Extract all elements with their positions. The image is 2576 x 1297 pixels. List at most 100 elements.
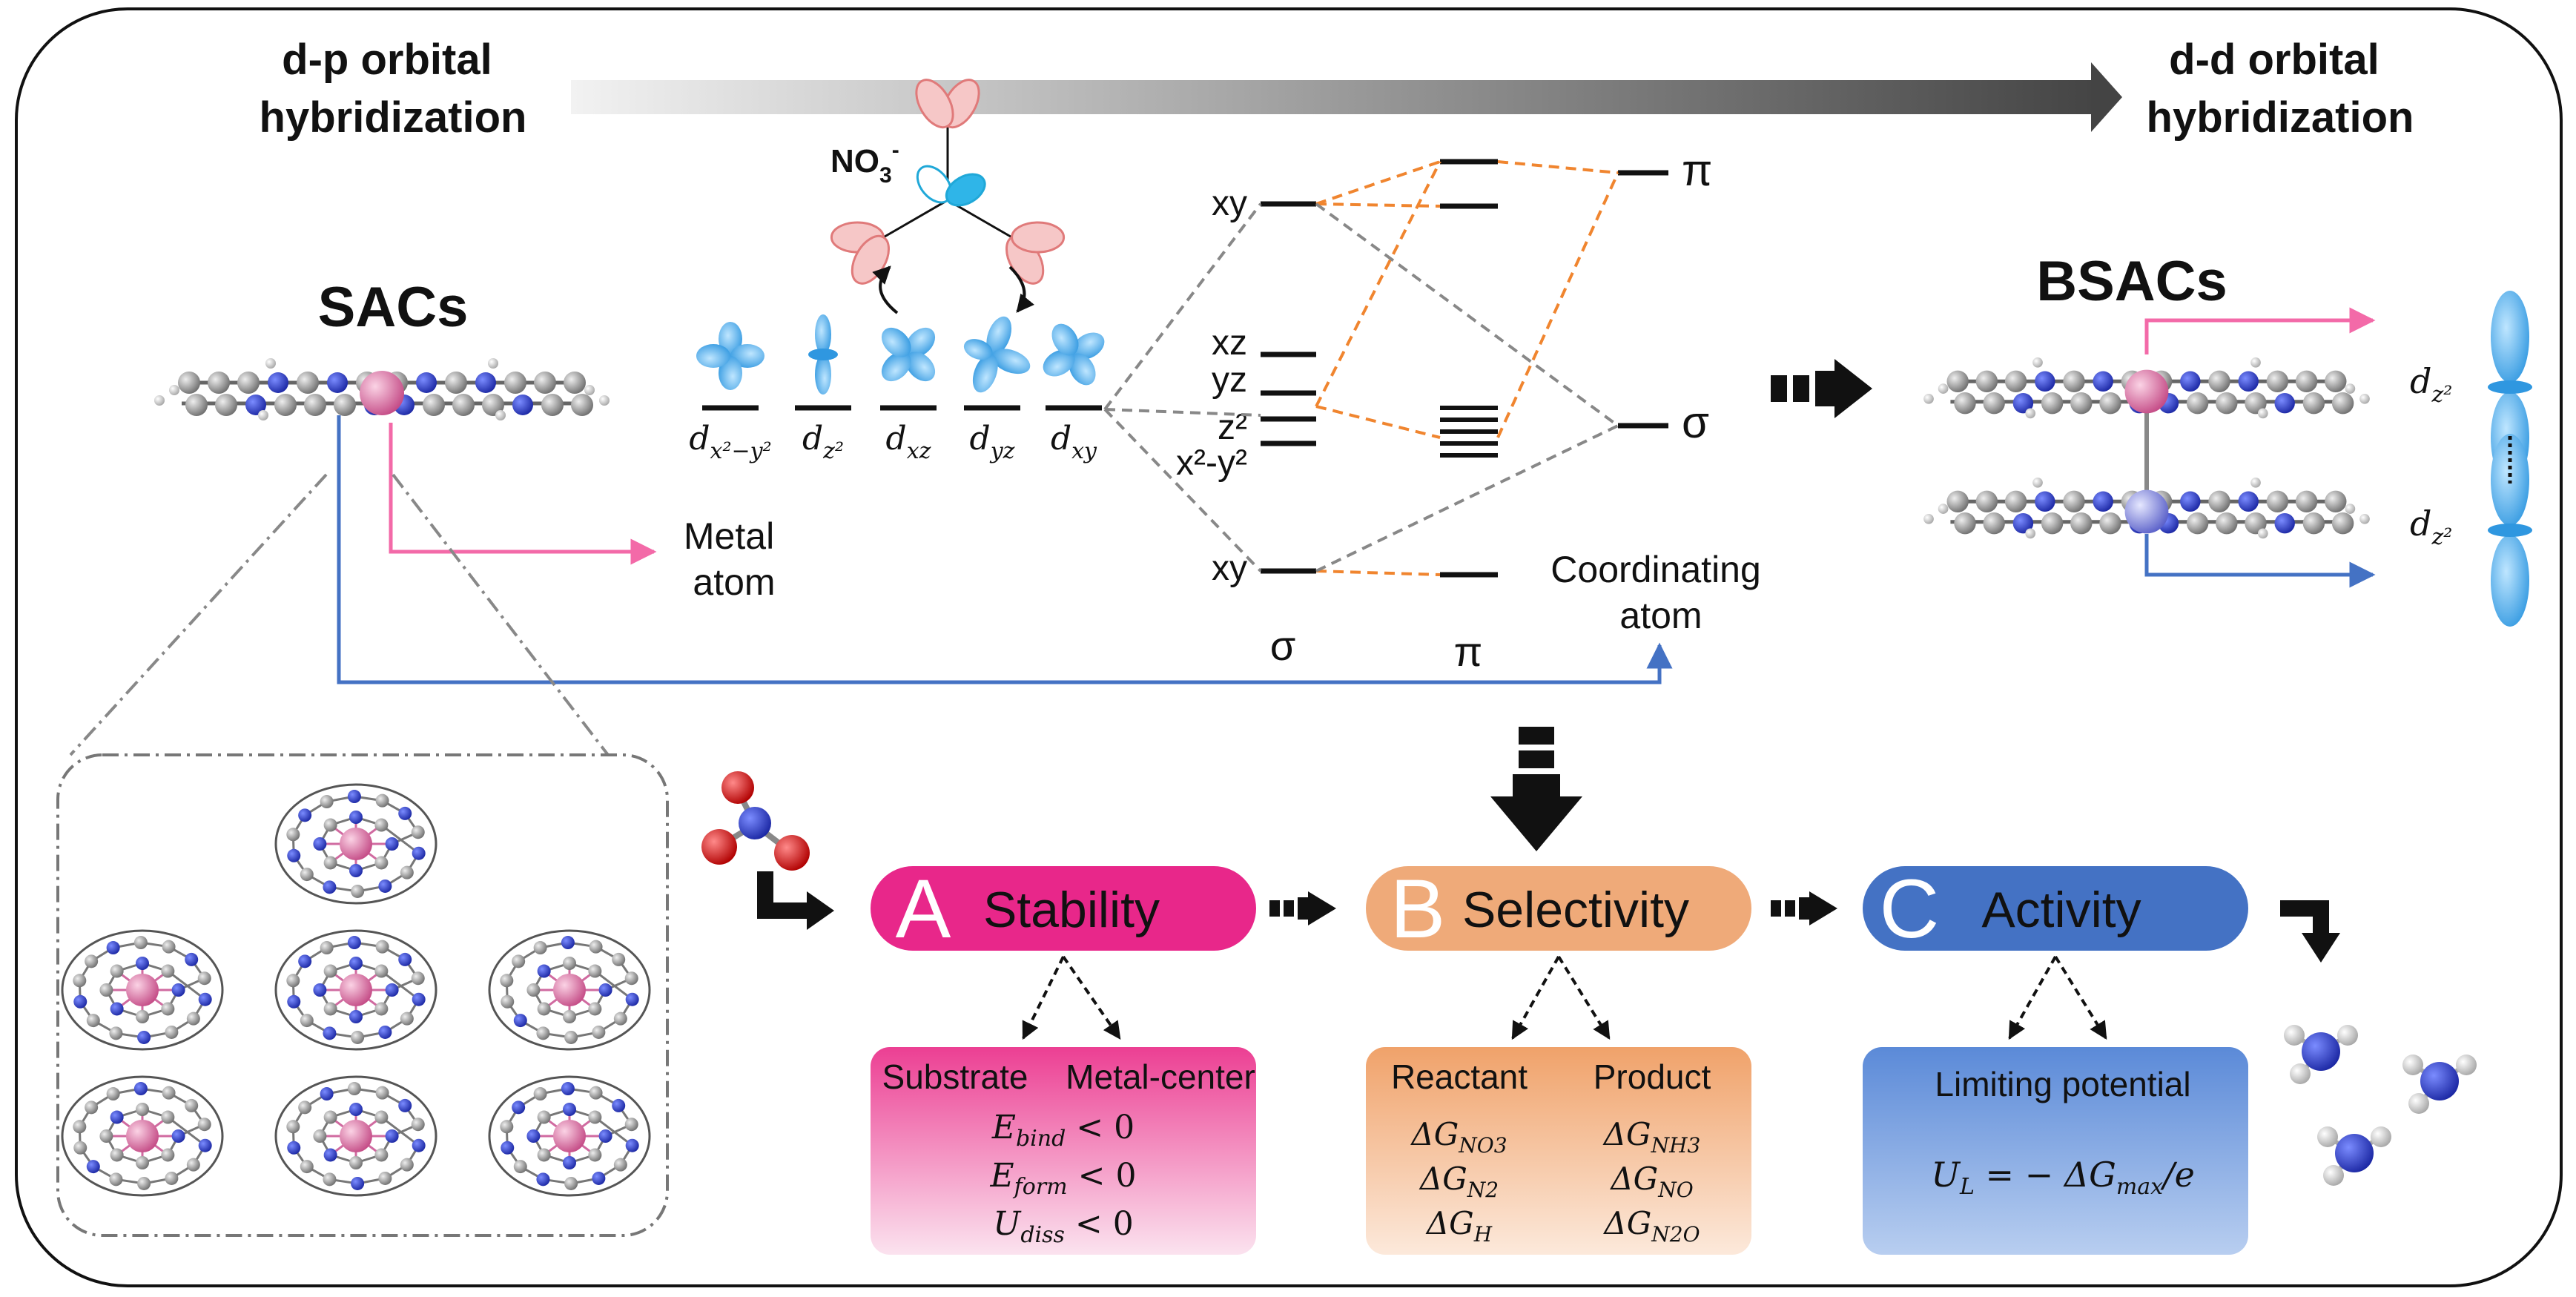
carbon-atom (2070, 512, 2093, 535)
connector-xy-pi (1315, 202, 1441, 208)
carbon-atom (564, 1030, 578, 1044)
nitrogen-atom (110, 1110, 124, 1124)
carbon-atom (588, 964, 602, 978)
nitrogen-atom (298, 808, 312, 822)
dz2-top-label: dz² (2410, 361, 2452, 408)
stage-stability: A Stability (871, 862, 1256, 955)
connector-piset-right (1496, 172, 1619, 438)
carbon-atom (109, 1172, 123, 1187)
selectivity-criteria-box: Reactant Product ΔGNO3 ΔGN2 ΔGH ΔGNH3 ΔG… (1366, 1047, 1751, 1255)
nitrogen-atom (287, 848, 301, 862)
selectivity-col-reactant: Reactant (1391, 1057, 1528, 1096)
nitrogen-atom (327, 372, 348, 393)
nitrogen-atom (739, 807, 771, 839)
d-orbital-label: dx²−y² (689, 420, 771, 464)
carbon-atom (445, 372, 467, 394)
carbon-atom (2331, 392, 2354, 415)
hydrogen-atom (2257, 408, 2268, 419)
zoom-line-right (392, 473, 610, 756)
eq-e-bind: Ebind < 0 (991, 1109, 1135, 1152)
carbon-atom (613, 1158, 627, 1172)
oxygen-atom (701, 829, 737, 865)
substrate-gallery (61, 783, 651, 1197)
dz2-orbital-pair (2488, 291, 2532, 627)
nitrogen-atom (398, 952, 412, 966)
carbon-atom (612, 952, 626, 966)
oxygen-p-lobe-group (1011, 221, 1066, 254)
term-dg-no3: ΔGNO3 (1410, 1116, 1507, 1158)
connector-xy-pi2 (1315, 160, 1441, 205)
connector-pi-right (1497, 160, 1619, 174)
carbon-atom (2331, 512, 2354, 535)
connector-xy-sigma (1315, 202, 1619, 427)
carbon-atom (541, 394, 564, 416)
nitrogen-atom (2012, 392, 2034, 414)
orbital-lobe (905, 352, 936, 382)
d-orbital-row: dx²−y² dz² dxz dyz dxy (689, 314, 1105, 464)
nitrogen-atom (349, 864, 363, 877)
d-orbital-label-base: d (1051, 420, 1071, 458)
level-label-xz: xz (1212, 323, 1247, 363)
carbon-atom (2041, 512, 2064, 535)
orbital-lobe-group (1069, 353, 1096, 386)
orbital-lobe-group (972, 354, 998, 393)
hydrogen-atom (265, 358, 276, 369)
input-arrow (757, 871, 808, 919)
nitrogen-atom (2093, 491, 2113, 512)
hydrogen-atom (2290, 1063, 2311, 1084)
input-arrow-head (807, 891, 834, 930)
orbital-lobe (1072, 332, 1105, 360)
orbital-lobe (815, 314, 831, 354)
carbon-atom (161, 964, 175, 978)
carbon-atom (286, 974, 300, 988)
carbon-atom (334, 394, 356, 416)
carbon-atom (375, 793, 389, 808)
carbon-atom (2186, 392, 2209, 415)
orbital-lobe (991, 349, 1031, 374)
carbon-atom (564, 372, 586, 394)
carbon-atom (237, 372, 260, 394)
carbon-atom (588, 1002, 602, 1016)
carbon-atom (537, 1148, 551, 1162)
nitrogen-atom (512, 1100, 526, 1115)
carbon-atom (323, 1002, 337, 1016)
carbon-atom (73, 1120, 87, 1134)
connector-xybot-sigma (1315, 424, 1619, 572)
carbon-atom (374, 1110, 389, 1124)
carbon-atom (2041, 392, 2064, 415)
oxygen-p-lobe-group (915, 79, 954, 129)
carbon-atom (297, 372, 319, 394)
carbon-atom (411, 971, 425, 986)
carbon-atom (197, 971, 211, 986)
carbon-atom (374, 856, 389, 870)
carbon-atom (300, 1014, 314, 1028)
carbon-atom (536, 1026, 550, 1040)
carbon-atom (564, 1176, 578, 1190)
metal-atom (126, 974, 159, 1006)
nitrogen-atom (537, 964, 551, 978)
nitrogen-atom (385, 983, 399, 997)
carbon-atom (501, 994, 515, 1009)
hybridization-gradient-arrow (571, 62, 2122, 132)
nitrogen-atom (612, 1098, 626, 1112)
nitrogen-atom (349, 811, 363, 824)
nitrogen-atom (323, 1026, 337, 1040)
hydrogen-atom (1923, 513, 1934, 524)
carbon-atom (215, 394, 237, 416)
nitrogen-atom (106, 941, 120, 955)
nitrogen-atom (2335, 1134, 2374, 1172)
orbital-lobe-group (815, 354, 831, 395)
carbon-atom (162, 1086, 176, 1100)
carbon-atom (165, 1171, 179, 1185)
d-orbital-label-sub: xy (1071, 438, 1097, 464)
orbital-lobe-group (1072, 332, 1105, 360)
carbon-atom (533, 941, 547, 955)
carbon-atom (589, 940, 603, 954)
carbon-atom (500, 974, 514, 988)
nitrate-molecule-model (701, 771, 810, 871)
nitrogen-atom (513, 1014, 527, 1028)
carbon-atom (85, 1100, 99, 1115)
bsac-molecule (1923, 357, 2370, 539)
carbon-atom (1954, 392, 1976, 415)
curve-arrow-right (1008, 265, 1034, 313)
